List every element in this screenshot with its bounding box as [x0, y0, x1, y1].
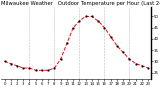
Text: Milwaukee Weather   Outdoor Temperature per Hour (Last 24 Hours): Milwaukee Weather Outdoor Temperature pe… [1, 1, 160, 6]
